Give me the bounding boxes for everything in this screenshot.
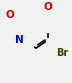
Text: Br: Br [56, 48, 68, 58]
Text: O: O [44, 2, 53, 12]
Text: N: N [36, 12, 44, 22]
Text: O: O [6, 10, 14, 20]
Text: N: N [15, 35, 24, 45]
